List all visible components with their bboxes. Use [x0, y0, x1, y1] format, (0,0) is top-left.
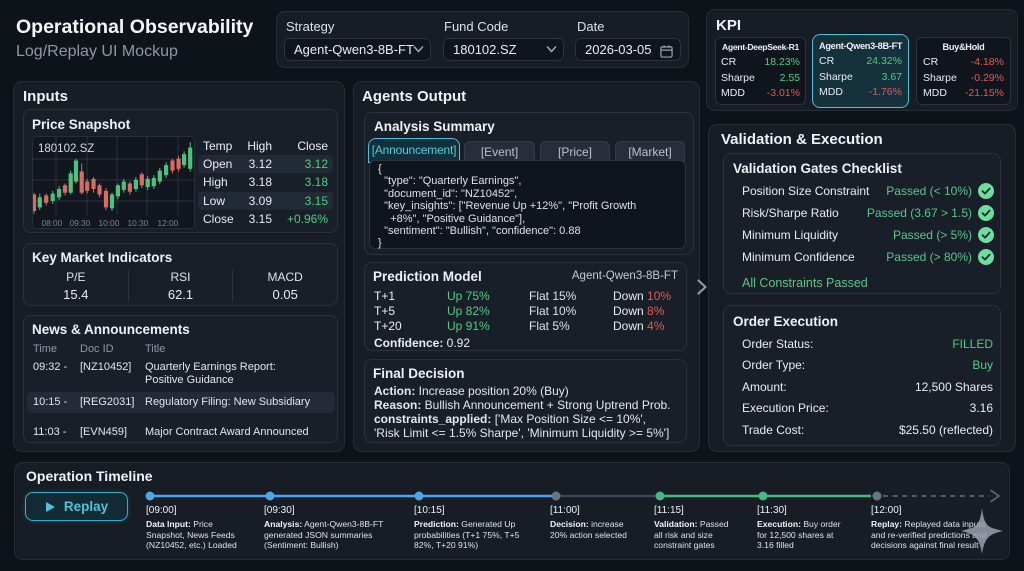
svg-text:12:00: 12:00 [158, 218, 179, 228]
svg-text:10:30: 10:30 [128, 218, 149, 228]
svg-text:09:30: 09:30 [70, 218, 91, 228]
svg-text:180102.SZ: 180102.SZ [38, 143, 94, 155]
svg-text:08:00: 08:00 [42, 218, 63, 228]
svg-text:10:00: 10:00 [99, 218, 120, 228]
